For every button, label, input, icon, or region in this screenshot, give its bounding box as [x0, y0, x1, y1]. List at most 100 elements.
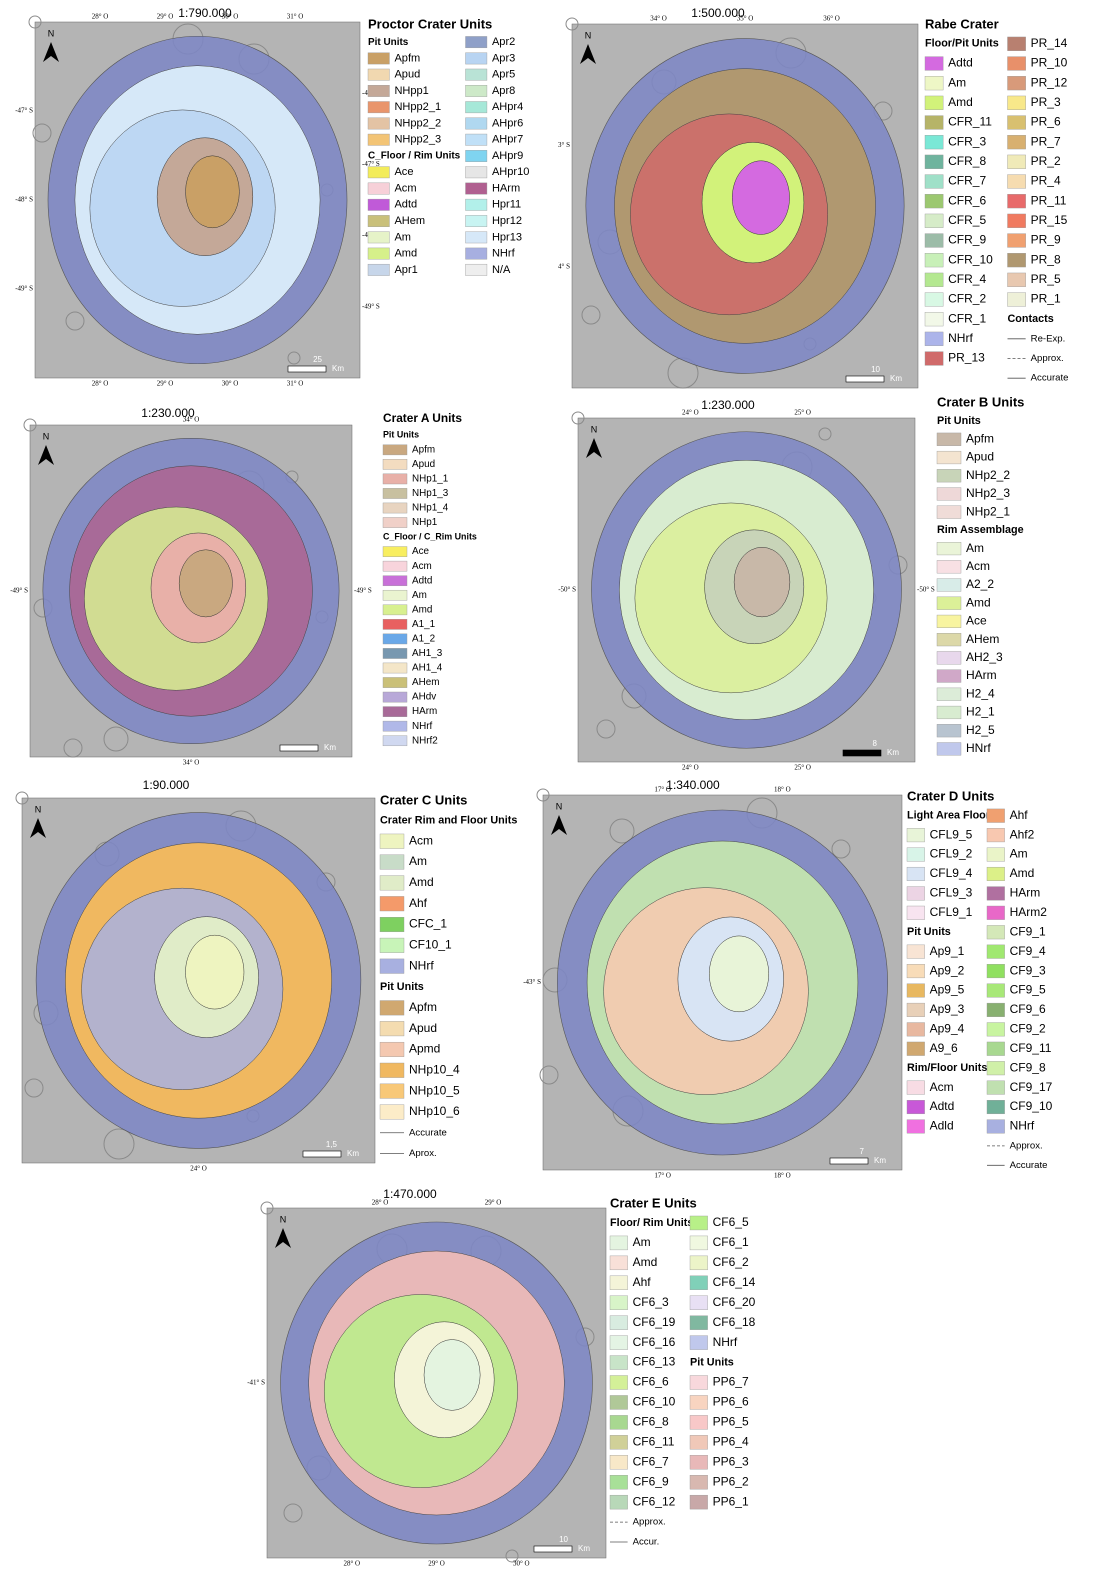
legend-label: CF9_2 [1010, 1022, 1046, 1036]
legend-label: NHrf [713, 1335, 738, 1349]
legend-swatch [907, 828, 925, 842]
pit-core [186, 935, 244, 1009]
legend-label: AH1_3 [412, 648, 443, 659]
legend-swatch [610, 1415, 628, 1429]
legend-swatch [937, 579, 961, 592]
legend-label: NHpp1 [394, 85, 428, 97]
coord-label: -50° S [917, 586, 935, 594]
pit-core [179, 550, 232, 617]
coord-label: 18° O [774, 1172, 791, 1180]
legend-swatch [380, 938, 404, 953]
legend-label: CF6_11 [633, 1434, 675, 1448]
coord-label: 25° O [794, 764, 811, 772]
legend-label: PR_14 [1031, 36, 1068, 50]
legend-title: Crater A Units [383, 411, 462, 425]
legend-swatch [610, 1276, 628, 1290]
legend-swatch [987, 925, 1005, 939]
legend-swatch [368, 167, 389, 178]
legend-label: Acm [930, 1080, 954, 1094]
legend-swatch [987, 1042, 1005, 1056]
legend-heading: Pit Units [383, 430, 419, 440]
legend-label: PR_1 [1031, 292, 1061, 306]
legend-label: PP6_3 [713, 1454, 749, 1468]
legend-swatch [907, 1081, 925, 1095]
legend-label: PP6_5 [713, 1415, 749, 1429]
map-panel: 1:230.000NKm34° O34° O-49° S-49° SCrater… [10, 406, 477, 766]
legend-swatch [925, 194, 943, 208]
legend-label: Adtd [930, 1099, 955, 1113]
legend-swatch [368, 183, 389, 194]
legend-label: CFL9_4 [930, 866, 973, 880]
legend-label: PR_7 [1031, 134, 1061, 148]
legend-label: Hpr13 [492, 231, 522, 243]
legend-label: Apr8 [492, 85, 515, 97]
legend-label: Am [412, 590, 427, 601]
coord-label: 28° O [92, 380, 109, 388]
legend-label: PP6_2 [713, 1474, 749, 1488]
legend-heading: Rim Assemblage [937, 524, 1024, 536]
legend-swatch [368, 232, 389, 243]
coord-label: 30° O [222, 380, 239, 388]
legend-title: Crater E Units [610, 1195, 697, 1210]
legend-swatch [690, 1256, 708, 1270]
legend-label: NHpp2_1 [394, 101, 441, 113]
legend-swatch [937, 560, 961, 573]
legend-label: Acm [409, 833, 433, 847]
legend-swatch [1008, 96, 1026, 110]
legend-label: AHpr4 [492, 101, 523, 113]
legend-label: CFL9_5 [930, 827, 973, 841]
legend-label: Apr3 [492, 52, 515, 64]
north-label: N [43, 431, 50, 441]
coord-label: 17° O [654, 1172, 671, 1180]
coord-label: 35° O [737, 15, 754, 23]
legend-swatch [1008, 37, 1026, 51]
legend-swatch [907, 964, 925, 978]
legend-label: Ap9_2 [930, 963, 965, 977]
legend-label: Am [1010, 847, 1028, 861]
legend-label: Hpr11 [492, 199, 521, 211]
legend-swatch [383, 459, 407, 469]
legend-swatch [690, 1276, 708, 1290]
legend-label: Ace [412, 546, 430, 557]
north-label: N [591, 424, 598, 434]
legend-swatch [466, 183, 487, 194]
legend-swatch [937, 651, 961, 664]
coord-label: 29° O [428, 1560, 445, 1568]
legend-label: CFL9_3 [930, 886, 973, 900]
legend-heading: Floor/Pit Units [925, 38, 999, 50]
legend-label: PR_6 [1031, 115, 1061, 129]
legend-swatch [380, 1084, 404, 1099]
legend-swatch [987, 964, 1005, 978]
legend-label: Apr5 [492, 69, 515, 81]
legend-swatch [610, 1495, 628, 1509]
legend-swatch [466, 69, 487, 80]
legend-swatch [383, 503, 407, 513]
legend-swatch [987, 848, 1005, 862]
legend-title: Crater D Units [907, 788, 994, 803]
legend-label: NHp1_1 [412, 474, 449, 485]
legend-swatch [610, 1475, 628, 1489]
pit-core [732, 161, 789, 235]
legend-swatch [937, 670, 961, 683]
legend-label: NHp10_5 [409, 1083, 460, 1097]
legend-swatch [690, 1415, 708, 1429]
legend-swatch [368, 215, 389, 226]
legend-swatch [383, 547, 407, 557]
legend-label: Adtd [394, 199, 417, 211]
coord-label: -50° S [558, 586, 576, 594]
legend-swatch [690, 1216, 708, 1230]
legend-swatch [907, 867, 925, 881]
legend-swatch [690, 1435, 708, 1449]
legend-swatch [925, 293, 943, 307]
scale-bar [280, 745, 318, 751]
legend-label: A9_6 [930, 1041, 958, 1055]
scale-bar-value: 10 [871, 365, 880, 374]
legend-swatch [925, 214, 943, 228]
legend-swatch [937, 506, 961, 519]
coord-label: -49° S [10, 587, 28, 595]
legend-label: NHp1_4 [412, 503, 449, 514]
legend-swatch [925, 175, 943, 189]
legend-label: CFR_11 [948, 115, 992, 129]
legend-label: AHpr6 [492, 117, 523, 129]
legend-label: NHp2_2 [966, 468, 1010, 482]
